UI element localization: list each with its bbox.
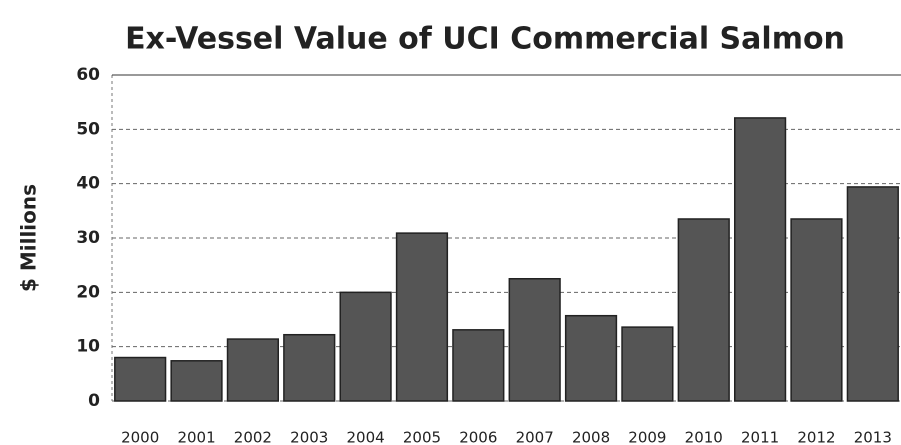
x-tick-label: 2004	[347, 429, 385, 445]
y-tick-label: 30	[76, 228, 100, 248]
y-tick-label: 60	[76, 65, 100, 85]
x-tick-label: 2012	[797, 429, 835, 445]
y-tick-label: 0	[88, 391, 100, 411]
bar	[621, 326, 674, 402]
bar	[790, 218, 843, 402]
chart-title: Ex-Vessel Value of UCI Commercial Salmon	[125, 22, 845, 57]
x-tick-label: 2000	[121, 429, 159, 445]
bar	[508, 278, 561, 402]
y-tick-label: 50	[76, 119, 100, 139]
bar	[846, 186, 899, 402]
x-tick-label: 2013	[854, 429, 892, 445]
bar	[170, 360, 223, 402]
bar	[283, 333, 336, 402]
x-tick-label: 2011	[741, 429, 779, 445]
x-tick-label: 2005	[403, 429, 441, 445]
x-tick-label: 2002	[234, 429, 272, 445]
bar	[564, 314, 618, 402]
y-axis-label: $ Millions	[17, 184, 41, 292]
bar	[226, 338, 280, 402]
bar	[452, 329, 505, 402]
bar	[395, 232, 449, 402]
x-tick-label: 2006	[459, 429, 497, 445]
x-tick-label: 2009	[628, 429, 666, 445]
bar	[339, 291, 392, 402]
bar	[114, 356, 167, 402]
y-tick-label: 10	[76, 337, 100, 357]
bar	[733, 117, 787, 402]
y-tick-label: 40	[76, 174, 100, 194]
x-tick-label: 2001	[177, 429, 215, 445]
x-tick-label: 2003	[290, 429, 328, 445]
bar	[677, 218, 730, 402]
x-tick-label: 2010	[685, 429, 723, 445]
y-tick-label: 20	[76, 282, 100, 302]
x-tick-label: 2007	[516, 429, 554, 445]
x-tick-label: 2008	[572, 429, 610, 445]
